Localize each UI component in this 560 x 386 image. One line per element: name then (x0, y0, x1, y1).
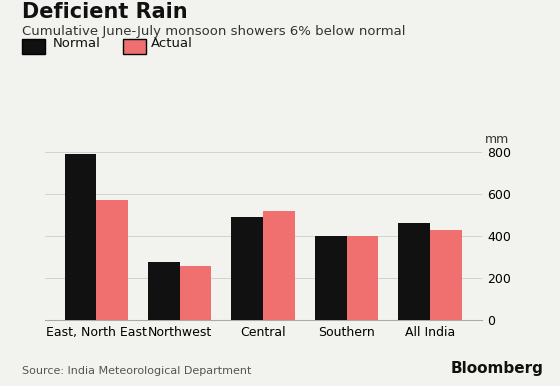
Bar (180, 266, 212, 320)
Bar (263, 211, 295, 320)
Text: mm: mm (484, 133, 508, 146)
Bar (315, 236, 347, 320)
Text: Deficient Rain: Deficient Rain (22, 2, 188, 22)
Bar (64, 154, 96, 320)
Bar (231, 217, 263, 320)
Bar (430, 230, 462, 320)
Bar (96, 200, 128, 320)
Text: Bloomberg: Bloomberg (450, 361, 543, 376)
Text: Normal: Normal (53, 37, 101, 50)
Text: Cumulative June-July monsoon showers 6% below normal: Cumulative June-July monsoon showers 6% … (22, 25, 406, 38)
Text: Actual: Actual (151, 37, 193, 50)
Text: Source: India Meteorological Department: Source: India Meteorological Department (22, 366, 252, 376)
Bar (398, 223, 430, 320)
Bar (347, 236, 379, 320)
Bar (148, 262, 180, 320)
